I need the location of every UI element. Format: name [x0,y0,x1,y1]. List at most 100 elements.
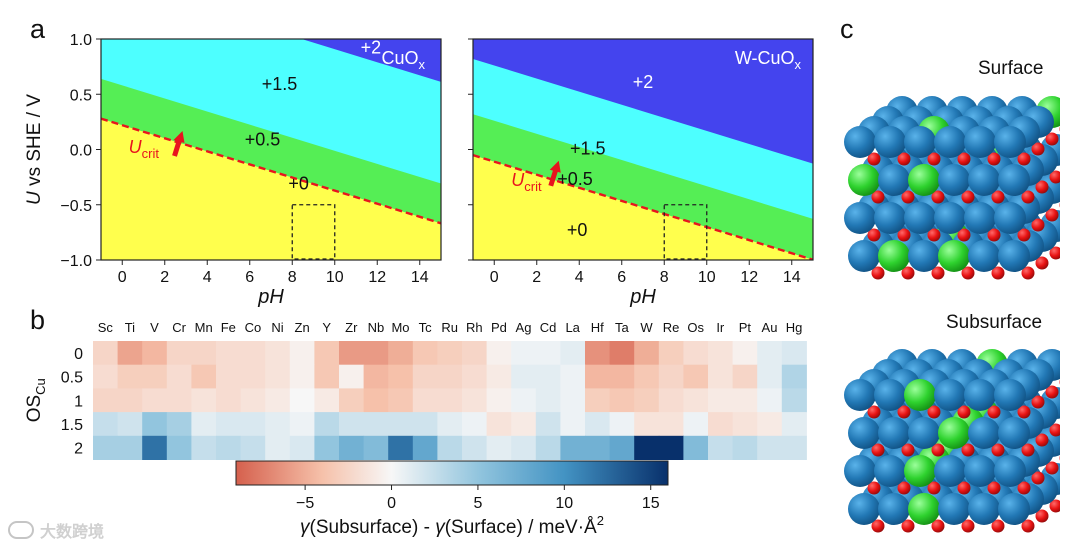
oxygen-atom [1049,423,1060,437]
copper-atom [964,379,996,411]
ucrit-arrow-shaft [172,139,182,157]
ucrit-arrow-shaft [548,169,559,187]
x-tick-label: 6 [245,269,254,286]
heatmap-cell [585,388,611,413]
heatmap-cell [265,341,291,366]
heatmap-cell [609,341,635,366]
ucrit-sub: crit [142,146,160,161]
oxygen-atom [871,519,885,533]
row-label: 1.5 [61,417,83,434]
column-label-Co: Co [245,320,262,335]
heatmap-cell [462,412,488,437]
heatmap-cell [166,388,192,413]
heatmap-cell [609,435,635,460]
heatmap-cell [634,364,660,389]
x-tick-label: 0 [118,269,127,286]
panel-label-c: c [840,14,854,44]
dopant-atom [878,240,910,272]
heatmap-cell [289,388,315,413]
heatmap-cell [757,435,783,460]
heatmap-cell [117,412,143,437]
colorbar-label-part2: (Surface) / meV·Å [445,517,597,538]
oxygen-atom [987,481,1001,495]
column-label-Re: Re [663,320,680,335]
oxygen-atom [931,443,945,457]
copper-atom [994,379,1026,411]
heatmap-cell [585,435,611,460]
dopant-atom [908,493,940,525]
heatmap-cell [412,412,438,437]
y-tick-label: 0.0 [70,143,92,160]
oxygen-atom [927,405,941,419]
y-tick-label: 0.5 [70,87,92,104]
oxygen-atom [987,228,1001,242]
dopant-atom [938,417,970,449]
column-label-Ir: Ir [716,320,725,335]
oxygen-atom [991,266,1005,280]
column-label-Hf: Hf [591,320,604,335]
oxygen-atom [927,481,941,495]
oxygen-atom [1059,455,1060,461]
column-label-W: W [640,320,653,335]
ph-window-box [663,204,708,260]
region-label-+0: +0 [288,174,309,194]
oxygen-atom [867,228,881,242]
heatmap-cell [363,341,389,366]
chart-title-sub: x [795,57,802,72]
panel-label-a: a [30,14,46,44]
oxygen-atom [871,190,885,204]
column-label-Rh: Rh [466,320,483,335]
copper-atom [878,417,910,449]
copper-atom [938,493,970,525]
heatmap-cell [142,435,168,460]
copper-atom [968,240,1000,272]
oxygen-atom [957,152,971,166]
heatmap-cell [560,435,586,460]
heatmap-cell [289,435,315,460]
heatmap-cell [708,388,734,413]
oxygen-atom [867,152,881,166]
oxygen-atom [931,190,945,204]
structure-surface-label: Surface [978,58,1044,79]
copper-atom [848,493,880,525]
oxygen-atom [867,481,881,495]
heatmap-cell [363,435,389,460]
column-label-Sc: Sc [98,320,114,335]
ph-window-box [291,204,336,260]
heatmap-cell [609,364,635,389]
heatmap-cell [166,435,192,460]
x-tick-label: 2 [160,269,169,286]
region-label-+1.5: +1.5 [570,138,606,158]
heatmap-cell [486,412,512,437]
region-+0 [101,118,441,260]
heatmap-cell [216,341,242,366]
heatmap-cell [240,435,266,460]
heatmap-cell [142,412,168,437]
copper-atom [994,126,1026,158]
heatmap-cell [511,364,537,389]
oxygen-atom [1017,481,1031,495]
region-label-+0: +0 [567,220,588,240]
heatmap-cell [462,341,488,366]
copper-atom [904,126,936,158]
heatmap-cell [412,341,438,366]
chart-title-main: W-CuO [735,48,795,68]
copper-atom [874,126,906,158]
heatmap-cell [781,412,807,437]
plot-area [101,39,441,260]
colorbar-tick-label: 5 [473,495,482,512]
oxygen-atom [901,190,915,204]
heatmap-cell [683,435,709,460]
heatmap-cell [535,412,561,437]
colorbar-tick-label: 15 [642,495,660,512]
column-label-Ni: Ni [271,320,283,335]
column-label-Ta: Ta [615,320,630,335]
heatmap-cell [142,364,168,389]
copper-atom [964,455,996,487]
colorbar-label-sup: 2 [597,513,604,528]
oxygen-atom [897,405,911,419]
heatmap-cell [585,364,611,389]
subsurface-structure-image [844,349,1060,533]
x-tick-label: 10 [698,269,716,286]
